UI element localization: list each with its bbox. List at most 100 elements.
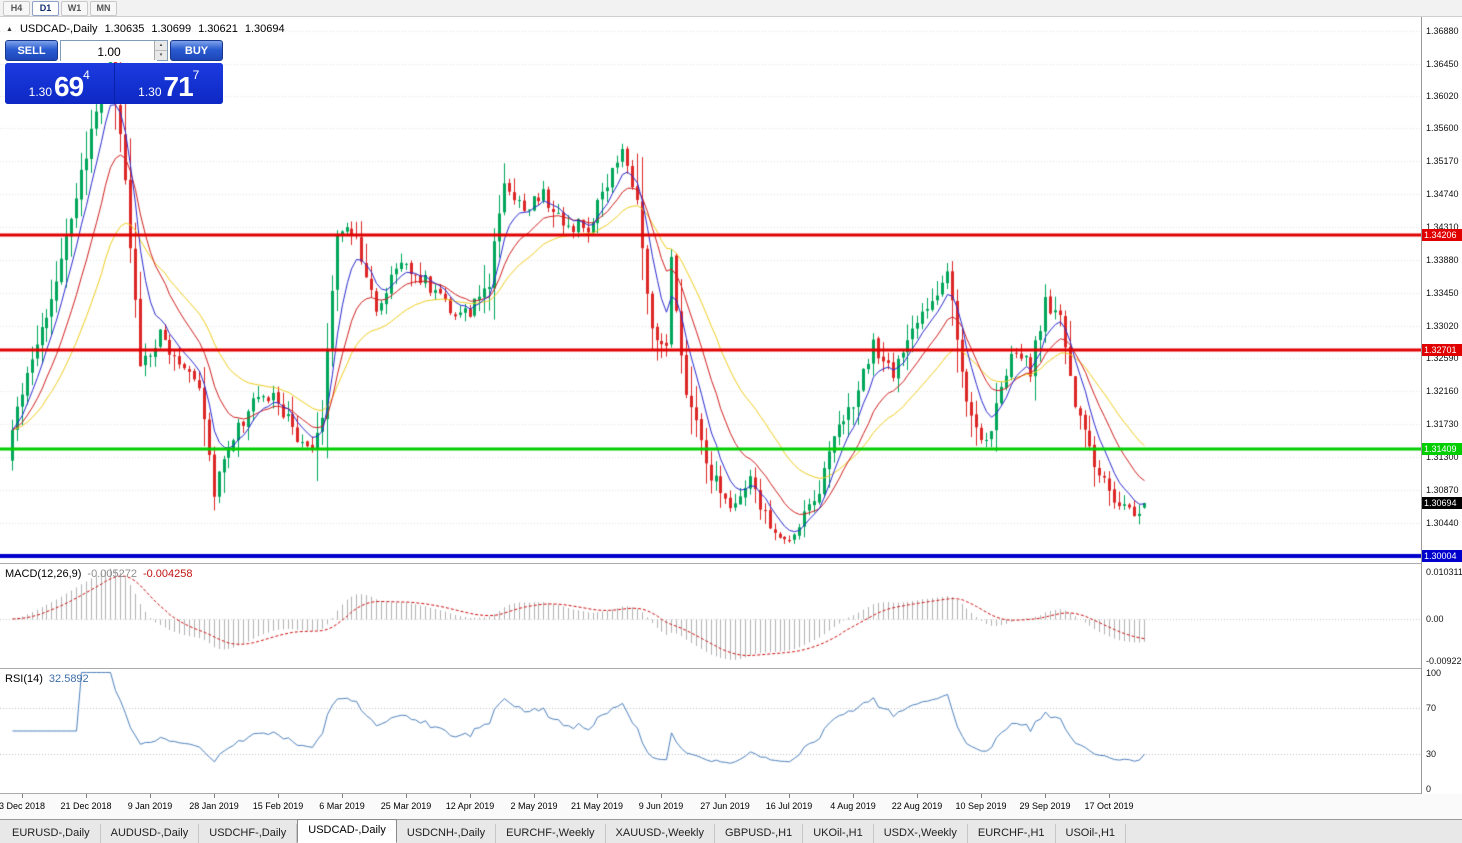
price-axis-tick: 1.35600	[1426, 123, 1459, 134]
last-price-tag: 1.30694	[1422, 497, 1462, 510]
timeframe-button-w1[interactable]: W1	[61, 0, 88, 16]
rsi-axis-tick: 100	[1426, 667, 1442, 678]
time-axis-tick	[853, 794, 854, 798]
price-axis-tick: 1.31730	[1426, 419, 1459, 430]
price-axis[interactable]: 1.36880 1.36450 1.36020 1.35600 1.35170 1.347…	[1421, 17, 1462, 794]
sell-price-display[interactable]: 1.30 69 4	[5, 63, 114, 104]
macd-axis-tick: 0.00	[1426, 613, 1444, 624]
time-axis-tick	[597, 794, 598, 798]
ohlc-low-value: 1.30621	[198, 23, 238, 35]
sell-button[interactable]: SELL	[5, 40, 58, 61]
time-axis-tick	[214, 794, 215, 798]
time-axis-tick	[406, 794, 407, 798]
sell-price-big: 69	[54, 71, 84, 102]
time-axis-label: 15 Feb 2019	[252, 801, 304, 811]
chart-tab-usdcad-daily[interactable]: USDCAD-,Daily	[297, 819, 397, 843]
price-axis-tick: 1.36450	[1426, 58, 1459, 69]
one-click-collapse-icon[interactable]: ▲	[6, 25, 13, 33]
time-axis[interactable]: 3 Dec 2018 21 Dec 2018 9 Jan 2019 28 Jan 20…	[0, 794, 1462, 819]
rsi-chart-canvas[interactable]	[0, 669, 1421, 793]
price-axis-tick: 1.36020	[1426, 91, 1459, 102]
chart-ohlc-header: ▲ USDCAD-,Daily 1.30635 1.30699 1.30621 …	[6, 23, 285, 35]
chart-tab-eurchf-h1[interactable]: EURCHF-,H1	[968, 824, 1056, 843]
price-axis-tick: 1.35170	[1426, 156, 1459, 167]
macd-indicator-label: MACD(12,26,9) -0.005272 -0.004258	[5, 568, 193, 580]
time-axis-tick	[725, 794, 726, 798]
level-price-tag: 1.32701	[1422, 343, 1462, 356]
time-axis-label: 21 Dec 2018	[60, 801, 112, 811]
volume-increase-button[interactable]: ▴	[154, 41, 167, 51]
time-axis-tick	[1109, 794, 1110, 798]
rsi-axis-tick: 0	[1426, 784, 1432, 795]
buy-price-display[interactable]: 1.30 71 7	[114, 63, 223, 104]
ohlc-high-value: 1.30699	[151, 23, 192, 35]
level-price-tag: 1.31409	[1422, 442, 1462, 455]
price-axis-tick: 1.34740	[1426, 189, 1459, 200]
macd-axis-tick: -0.0092203	[1426, 655, 1462, 666]
price-axis-tick: 1.34310	[1426, 222, 1459, 232]
rsi-value: 32.5892	[48, 673, 89, 685]
chart-symbol-label: USDCAD-,Daily	[19, 23, 98, 35]
chart-tab-gbpusd-h1[interactable]: GBPUSD-,H1	[715, 824, 804, 843]
chart-tab-xauusd-weekly[interactable]: XAUUSD-,Weekly	[606, 824, 715, 843]
price-chart-canvas[interactable]	[0, 17, 1421, 563]
macd-chart-canvas[interactable]	[0, 564, 1421, 668]
price-axis-tick: 1.33880	[1426, 254, 1459, 265]
time-axis-tick	[150, 794, 151, 798]
panel-separator[interactable]	[0, 563, 1462, 564]
time-axis-tick	[342, 794, 343, 798]
panel-separator[interactable]	[0, 793, 1462, 794]
time-axis-tick	[86, 794, 87, 798]
buy-price-big: 71	[163, 71, 194, 102]
volume-decrease-button[interactable]: ▾	[154, 51, 167, 60]
timeframe-button-mn[interactable]: MN	[90, 0, 117, 16]
buy-price-pip: 7	[192, 68, 200, 82]
chart-tab-audusd-daily[interactable]: AUDUSD-,Daily	[101, 824, 200, 843]
ohlc-open-value: 1.30635	[104, 23, 145, 35]
time-axis-tick	[22, 794, 23, 798]
time-axis-tick	[661, 794, 662, 798]
level-price-tag: 1.30004	[1422, 549, 1462, 562]
chart-tab-usdx-weekly[interactable]: USDX-,Weekly	[874, 824, 968, 843]
time-axis-label: 3 Dec 2018	[0, 801, 46, 811]
chart-tab-usdcnh-daily[interactable]: USDCNH-,Daily	[397, 824, 497, 843]
time-axis-label: 10 Sep 2019	[955, 801, 1007, 811]
price-axis-tick: 1.30440	[1426, 517, 1459, 528]
price-axis-tick: 1.36880	[1426, 25, 1459, 36]
time-axis-tick	[1045, 794, 1046, 798]
time-axis-label: 6 Mar 2019	[319, 801, 365, 811]
buy-button[interactable]: BUY	[170, 40, 223, 61]
chart-tab-ukoil-h1[interactable]: UKOil-,H1	[803, 824, 874, 843]
buy-price-prefix: 1.30	[138, 85, 162, 99]
price-axis-tick: 1.33450	[1426, 287, 1459, 298]
time-axis-label: 21 May 2019	[570, 801, 624, 811]
time-axis-tick	[534, 794, 535, 798]
timeframe-button-h4[interactable]: H4	[3, 0, 30, 16]
macd-signal-value: -0.004258	[142, 568, 193, 580]
time-axis-tick	[278, 794, 279, 798]
timeframe-button-d1[interactable]: D1	[32, 0, 59, 16]
price-axis-tick: 1.32590	[1426, 353, 1459, 364]
time-axis-tick	[789, 794, 790, 798]
time-axis-label: 27 Jun 2019	[700, 801, 750, 811]
panel-separator[interactable]	[0, 668, 1462, 669]
macd-axis-tick: 0.010311	[1426, 567, 1462, 578]
price-axis-tick: 1.33020	[1426, 320, 1459, 331]
time-axis-label: 22 Aug 2019	[891, 801, 943, 811]
volume-input[interactable]	[61, 41, 157, 62]
chart-tab-eurusd-daily[interactable]: EURUSD-,Daily	[2, 824, 101, 843]
time-axis-label: 29 Sep 2019	[1019, 801, 1071, 811]
macd-name: MACD(12,26,9)	[5, 568, 82, 580]
ohlc-close-value: 1.30694	[244, 23, 285, 35]
time-axis-tick	[981, 794, 982, 798]
chart-tab-eurchf-weekly[interactable]: EURCHF-,Weekly	[496, 824, 606, 843]
chart-tab-usdchf-daily[interactable]: USDCHF-,Daily	[199, 824, 298, 843]
chart-window[interactable]: ▲ USDCAD-,Daily 1.30635 1.30699 1.30621 …	[0, 17, 1462, 819]
chart-tab-usoil-h1[interactable]: USOil-,H1	[1056, 824, 1127, 843]
timeframe-toolbar: H4 D1 W1 MN	[0, 0, 1462, 17]
rsi-axis-tick: 30	[1426, 749, 1437, 760]
time-axis-tick	[917, 794, 918, 798]
time-axis-label: 12 Apr 2019	[445, 801, 495, 811]
time-axis-label: 25 Mar 2019	[380, 801, 432, 811]
